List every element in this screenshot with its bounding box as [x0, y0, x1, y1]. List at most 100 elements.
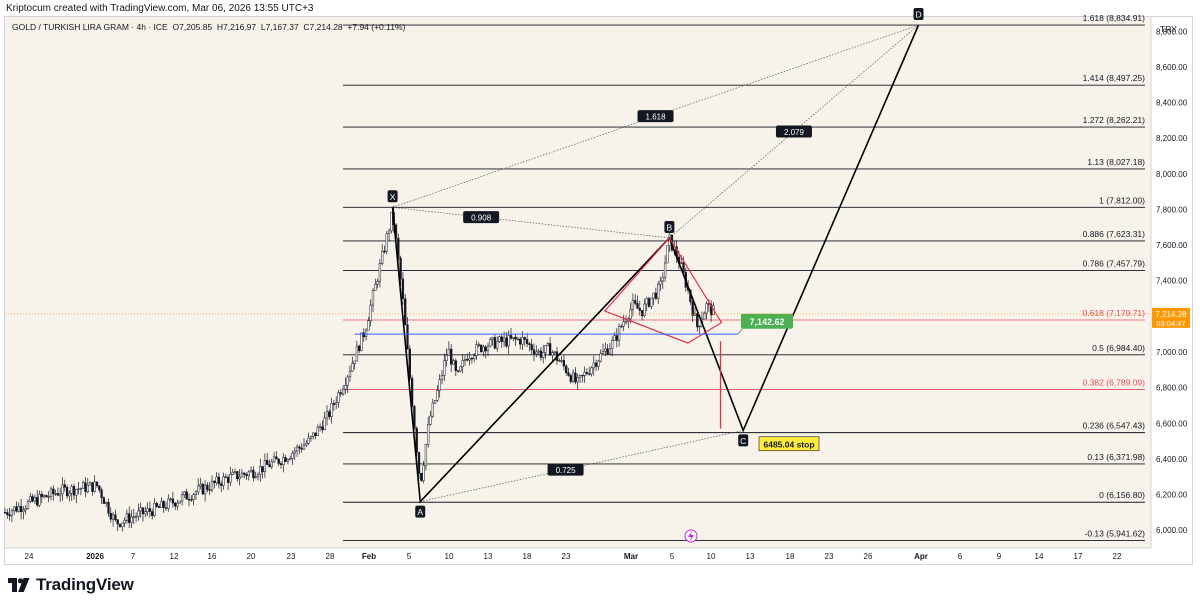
candle-body: [583, 372, 586, 376]
candle-body: [512, 336, 515, 339]
candle-body: [514, 336, 517, 340]
candle-body: [141, 507, 145, 515]
candle-body: [390, 212, 393, 232]
candle-body: [116, 519, 119, 525]
candle-body: [8, 514, 11, 517]
candle-body: [91, 482, 94, 492]
candle-body: [38, 493, 41, 506]
candle-body: [376, 280, 379, 285]
time-tick-label: Mar: [624, 552, 638, 561]
candle-body: [254, 476, 257, 479]
candle-body: [530, 344, 533, 351]
candle-body: [360, 332, 363, 352]
candle-body: [415, 428, 418, 453]
candle-body: [539, 350, 543, 358]
ratio-label-box: [547, 463, 584, 476]
legend-change: +7.94 (+0.11%): [347, 22, 406, 32]
candle-body: [270, 461, 273, 468]
candle-body: [703, 312, 706, 320]
time-tick-label: 10: [707, 552, 716, 561]
legend-close: C7,214.28: [303, 22, 343, 32]
candle-body: [341, 388, 345, 395]
candle-body: [201, 483, 204, 495]
ratio-label-text: 0.908: [471, 214, 492, 223]
candle-body: [374, 284, 377, 291]
candle-body: [525, 339, 529, 344]
candle-body: [167, 498, 170, 509]
candle-body: [463, 359, 467, 361]
candle-body: [33, 497, 37, 502]
candle-body: [302, 444, 306, 450]
candle-body: [178, 500, 181, 504]
currency-label[interactable]: TRY: [1160, 24, 1177, 34]
candle-body: [496, 341, 499, 349]
candle-body: [72, 486, 76, 496]
pattern-point-a: A: [415, 505, 426, 518]
candle-body: [312, 432, 315, 437]
point-label: B: [667, 222, 673, 232]
candle-body: [157, 506, 161, 508]
candle-body: [445, 355, 448, 361]
candle-body: [486, 345, 490, 352]
ratio-line: [392, 206, 670, 239]
annotations: 0.908 0.725 1.618 2.079 7,142.62 6485.04 stop: [463, 110, 820, 543]
ratio-line: [669, 24, 919, 239]
price-axis: 6,000.00 6,200.00 6,400.00 6,600.00 6,800.00…: [5, 17, 1190, 548]
candle-body: [42, 495, 46, 498]
candle-body: [222, 476, 225, 486]
price-tick-label: 7,600.00: [1156, 241, 1188, 250]
candle-body: [82, 482, 85, 489]
candle-body: [355, 345, 359, 362]
time-tick-label: 13: [746, 552, 755, 561]
candle-body: [606, 348, 609, 355]
price-tick-label: 6,000.00: [1156, 526, 1188, 535]
price-tick-label: 6,600.00: [1156, 419, 1188, 428]
candle-body: [643, 303, 646, 317]
fib-level-label: 0.618 (7,179.71): [1083, 308, 1146, 318]
ratio-label: 1.618: [637, 110, 674, 123]
candle-body: [10, 510, 14, 517]
time-tick-label: 18: [523, 552, 532, 561]
candle-body: [431, 402, 434, 417]
time-tick-label: 23: [562, 552, 571, 561]
candle-body: [130, 516, 133, 523]
candle-body: [479, 344, 483, 352]
candle-body: [604, 348, 607, 352]
candle-body: [40, 493, 43, 498]
candle-body: [88, 482, 92, 486]
candle-body: [558, 360, 561, 362]
candle-body: [226, 477, 230, 483]
candle-body: [146, 508, 149, 512]
candle-body: [440, 375, 444, 381]
candle-body: [424, 444, 428, 466]
candle-body: [507, 335, 510, 347]
candle-body: [339, 392, 342, 395]
candle-body: [139, 507, 142, 512]
candle-body: [22, 509, 25, 513]
candle-body: [578, 375, 582, 378]
candle-body: [696, 313, 699, 328]
candle-body: [300, 447, 303, 450]
symbol-name: GOLD / TURKISH LIRA GRAM · 4h · ICE: [12, 22, 168, 32]
time-tick-label: 18: [786, 552, 795, 561]
point-label: C: [740, 436, 746, 446]
candle-body: [289, 458, 292, 460]
candle-body: [185, 491, 188, 500]
candle-body: [516, 338, 520, 341]
candle-body: [203, 484, 207, 495]
candle-body: [323, 417, 326, 430]
candle-body: [266, 460, 269, 465]
candle-body: [275, 456, 278, 460]
candle-body: [56, 493, 60, 496]
candle-body: [238, 476, 241, 480]
tradingview-logo[interactable]: TradingView: [8, 575, 134, 595]
candle-body: [592, 362, 595, 369]
candle-body: [505, 337, 508, 347]
current-price-badge-bg: [1152, 307, 1190, 328]
ratio-label-box: [775, 125, 812, 138]
candle-body: [500, 336, 503, 342]
candle-body: [224, 476, 227, 478]
candle-body: [597, 360, 600, 367]
fib-level-label: 0.5 (6,984.40): [1092, 343, 1145, 353]
